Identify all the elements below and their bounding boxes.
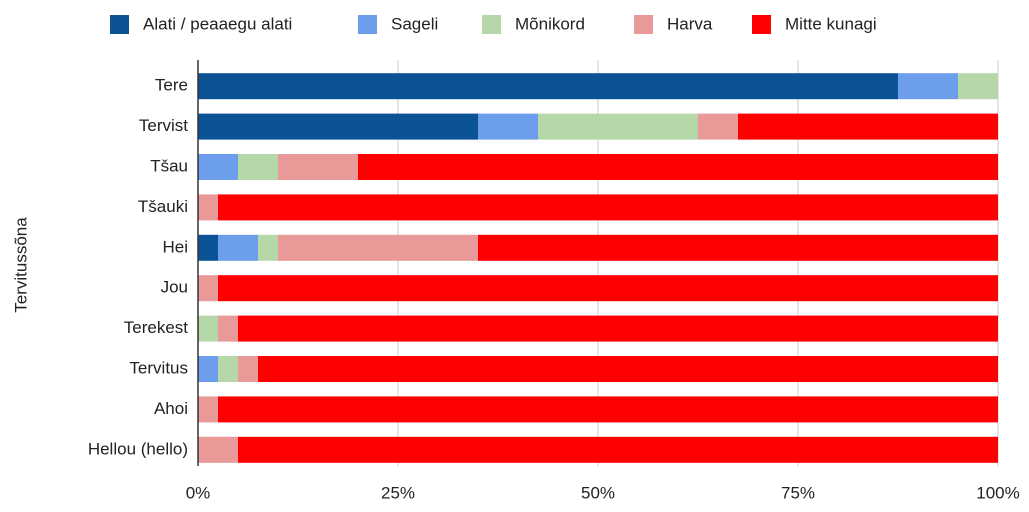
bar-segment bbox=[218, 234, 258, 261]
x-tick-label: 25% bbox=[381, 483, 415, 502]
legend-swatch bbox=[110, 15, 129, 34]
bar-segment bbox=[958, 73, 998, 100]
legend-swatch bbox=[482, 15, 501, 34]
bar-segment bbox=[478, 234, 998, 261]
x-tick-label: 0% bbox=[186, 483, 211, 502]
y-tick-label: Jou bbox=[161, 278, 188, 297]
legend-label: Mitte kunagi bbox=[785, 14, 877, 33]
bar-segment bbox=[198, 234, 218, 261]
x-tick-label: 100% bbox=[976, 483, 1019, 502]
bar-segment bbox=[198, 356, 218, 382]
bar-segment bbox=[278, 154, 358, 180]
bar-segment bbox=[198, 275, 218, 302]
bar-segment bbox=[258, 356, 998, 382]
y-tick-label: Tervitus bbox=[129, 358, 188, 377]
y-axis-label: Tervitussõna bbox=[11, 217, 30, 313]
bar-segment bbox=[218, 194, 998, 221]
bar-segment bbox=[198, 436, 238, 463]
y-tick-label: Tšau bbox=[150, 156, 188, 175]
legend-swatch bbox=[752, 15, 771, 34]
bar-segment bbox=[198, 154, 238, 180]
bar-segment bbox=[198, 396, 218, 423]
legend-swatch bbox=[634, 15, 653, 34]
y-tick-label: Ahoi bbox=[154, 399, 188, 418]
bar-segment bbox=[538, 113, 698, 140]
bar-segment bbox=[218, 356, 238, 382]
x-tick-label: 50% bbox=[581, 483, 615, 502]
legend-label: Mõnikord bbox=[515, 14, 585, 33]
legend-label: Alati / peaaegu alati bbox=[143, 14, 292, 33]
legend-swatch bbox=[358, 15, 377, 34]
y-tick-label: Hellou (hello) bbox=[88, 439, 188, 458]
y-tick-label: Tervist bbox=[139, 116, 188, 135]
bar-segment bbox=[478, 113, 538, 140]
bar-segment bbox=[238, 356, 258, 382]
bar-segment bbox=[358, 154, 998, 180]
bar-segment bbox=[198, 315, 218, 342]
legend-label: Harva bbox=[667, 14, 713, 33]
bar-segment bbox=[198, 194, 218, 221]
bar-segment bbox=[258, 234, 278, 261]
bar-segment bbox=[218, 396, 998, 423]
bar-segment bbox=[198, 73, 898, 100]
y-tick-label: Terekest bbox=[124, 318, 189, 337]
bar-segment bbox=[238, 436, 998, 463]
x-tick-label: 75% bbox=[781, 483, 815, 502]
bar-segment bbox=[698, 113, 738, 140]
bar-segment bbox=[738, 113, 998, 140]
bar-segment bbox=[898, 73, 958, 100]
bar-segment bbox=[218, 315, 238, 342]
bar-segment bbox=[278, 234, 478, 261]
bar-segment bbox=[238, 154, 278, 180]
bar-segment bbox=[198, 113, 478, 140]
y-tick-label: Tšauki bbox=[138, 197, 188, 216]
y-tick-label: Tere bbox=[155, 76, 188, 95]
y-tick-label: Hei bbox=[162, 237, 188, 256]
bar-segment bbox=[238, 315, 998, 342]
legend-label: Sageli bbox=[391, 14, 438, 33]
bar-segment bbox=[218, 275, 998, 302]
